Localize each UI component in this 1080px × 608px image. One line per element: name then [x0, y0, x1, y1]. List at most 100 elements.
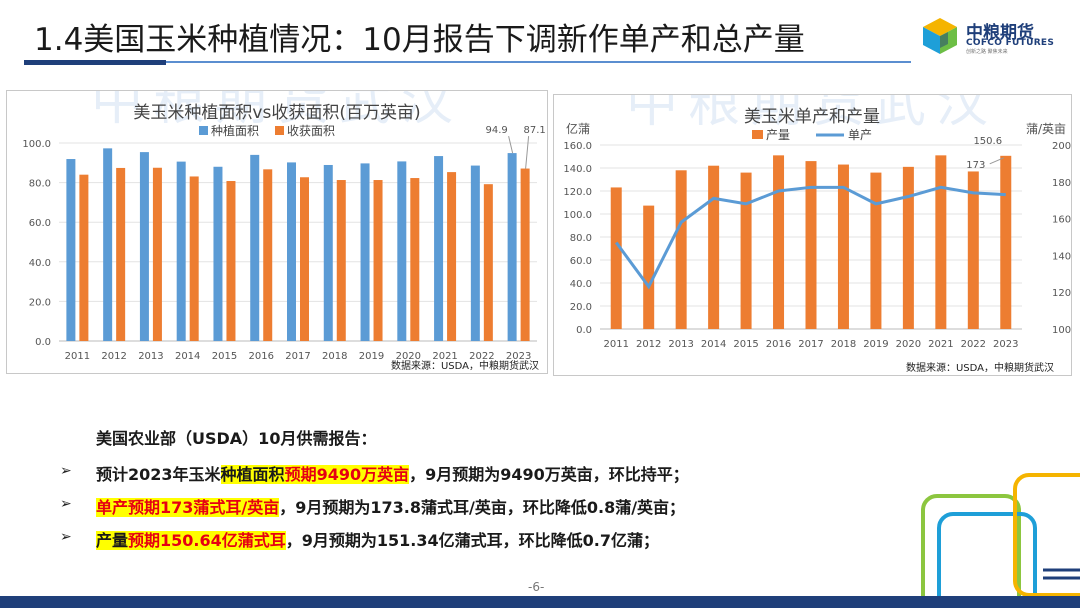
title-underline — [166, 61, 911, 63]
x-tick-label: 2014 — [701, 339, 726, 350]
report-line-yield: 单产预期173蒲式耳/英亩，9月预期为173.8蒲式耳/英亩，环比降低0.8蒲/… — [96, 494, 685, 518]
x-tick-label: 2018 — [322, 351, 347, 362]
bar-production — [935, 155, 947, 329]
annotation-planted: 94.9 — [485, 125, 507, 136]
x-tick-label: 2018 — [831, 339, 856, 350]
decorative-corner-lines — [921, 473, 1080, 596]
bar-种植面积 — [176, 161, 186, 341]
y-left-tick-label: 80.0 — [570, 233, 592, 244]
annotation-harvested: 87.1 — [523, 125, 545, 136]
legend-label: 产量 — [766, 128, 790, 142]
y-tick-label: 20.0 — [29, 297, 51, 308]
area-chart-panel: 中粮期货武汉 美玉米种植面积vs收获面积(百万英亩) 0.0 20.0 40.0 60.0… — [6, 90, 548, 374]
x-tick-label: 2011 — [604, 339, 629, 350]
x-tick-label: 2013 — [668, 339, 693, 350]
bar-种植面积 — [287, 162, 296, 341]
bullet-arrow-icon: ➢ — [60, 496, 72, 512]
yield-production-chart-panel: 中粮期货武汉 美玉米单产和产量 亿蒲 蒲/英亩 0.0 20.0 40.0 60.0 80.0 1… — [553, 94, 1072, 376]
y-right-tick-label: 140 — [1052, 251, 1071, 262]
yield-text-c: ，9月预期为173.8蒲式耳/英亩，环比降低0.8蒲/英亩； — [279, 498, 686, 517]
bar-production — [967, 171, 979, 329]
legend-swatch — [199, 126, 208, 135]
bar-production — [675, 170, 687, 329]
bar-production — [805, 161, 817, 329]
x-tick-label: 2022 — [469, 351, 494, 362]
x-tick-label: 2022 — [961, 339, 986, 350]
x-tick-label: 2016 — [766, 339, 791, 350]
bar-production — [1000, 155, 1012, 329]
bar-种植面积 — [250, 154, 260, 341]
footer-bar — [0, 596, 1080, 608]
chart-title: 美玉米单产和产量 — [744, 107, 880, 127]
legend-label: 收获面积 — [287, 124, 335, 138]
y-right-tick-label: 180 — [1052, 178, 1071, 189]
y-left-tick-label: 120.0 — [563, 187, 592, 198]
area-highlight-label: 种植面积 — [220, 465, 285, 484]
area-highlight-value: 预期9490万英亩 — [284, 465, 410, 484]
report-line-area: 预计2023年玉米种植面积预期9490万英亩，9月预期为9490万英亩，环比持平… — [96, 461, 689, 485]
y-tick-label: 40.0 — [29, 258, 51, 269]
legend-swatch — [752, 130, 763, 139]
title-underline-accent — [24, 60, 166, 65]
x-tick-label: 2017 — [798, 339, 823, 350]
y-right-tick-label: 100 — [1052, 325, 1071, 336]
bar-收获面积 — [483, 184, 493, 341]
bullet-arrow-icon: ➢ — [60, 463, 72, 479]
bar-种植面积 — [360, 163, 370, 341]
y-tick-label: 60.0 — [29, 218, 51, 229]
production-text-c: ，9月预期为151.34亿蒲式耳，环比降低0.7亿蒲； — [285, 531, 659, 550]
x-tick-label: 2019 — [359, 351, 384, 362]
bar-production — [902, 166, 914, 329]
y-left-tick-label: 0.0 — [576, 325, 592, 336]
bar-收获面积 — [373, 180, 383, 341]
bar-收获面积 — [300, 177, 309, 341]
cofco-cube-icon — [923, 18, 957, 54]
legend-label: 单产 — [848, 128, 872, 142]
bar-production — [870, 172, 882, 329]
x-tick-label: 2021 — [432, 351, 457, 362]
logo-chinese-name: 中粮期货 — [966, 23, 1034, 43]
bar-收获面积 — [79, 174, 89, 341]
x-tick-label: 2015 — [212, 351, 237, 362]
annotation-leader — [508, 135, 514, 154]
bar-收获面积 — [410, 178, 420, 341]
bar-种植面积 — [397, 161, 407, 341]
y-right-tick-label: 120 — [1052, 288, 1071, 299]
bar-收获面积 — [336, 180, 346, 341]
bar-production — [740, 172, 752, 329]
yield-label: 单产 — [96, 498, 129, 517]
logo-slogan: 创新之路 聚焦未来 — [966, 49, 1008, 55]
right-axis-label: 蒲/英亩 — [1026, 121, 1066, 136]
y-left-tick-label: 100.0 — [563, 210, 592, 221]
area-text-a: 预计2023年玉米 — [96, 465, 221, 484]
bar-production — [610, 187, 622, 329]
chart-title: 美玉米种植面积vs收获面积(百万英亩) — [133, 103, 420, 123]
report-heading: 美国农业部（USDA）10月供需报告： — [96, 429, 377, 448]
bar-种植面积 — [507, 153, 517, 341]
page-title: 1.4美国玉米种植情况：10月报告下调新作单产和总产量 — [34, 22, 805, 58]
bar-种植面积 — [434, 156, 444, 341]
x-tick-label: 2020 — [896, 339, 921, 350]
area-text-d: ，9月预期为9490万英亩，环比持平； — [409, 465, 689, 484]
x-tick-label: 2013 — [138, 351, 163, 362]
y-left-tick-label: 20.0 — [570, 302, 592, 313]
annotation-leader — [525, 136, 530, 169]
y-right-tick-label: 200 — [1052, 141, 1071, 152]
x-tick-label: 2023 — [993, 339, 1018, 350]
y-left-tick-label: 60.0 — [570, 256, 592, 267]
y-tick-label: 80.0 — [29, 179, 51, 190]
x-tick-label: 2019 — [863, 339, 888, 350]
left-axis-label: 亿蒲 — [566, 121, 590, 136]
watermark: 中粮期货武汉 — [626, 95, 998, 134]
line-yield — [615, 185, 1006, 290]
x-tick-label: 2011 — [65, 351, 90, 362]
bar-收获面积 — [152, 167, 162, 341]
y-left-tick-label: 160.0 — [563, 141, 592, 152]
y-right-tick-label: 160 — [1052, 215, 1071, 226]
x-tick-label: 2012 — [101, 351, 126, 362]
bar-production — [837, 164, 849, 329]
data-source: 数据来源：USDA，中粮期货武汉 — [391, 359, 539, 372]
bar-收获面积 — [263, 169, 273, 341]
